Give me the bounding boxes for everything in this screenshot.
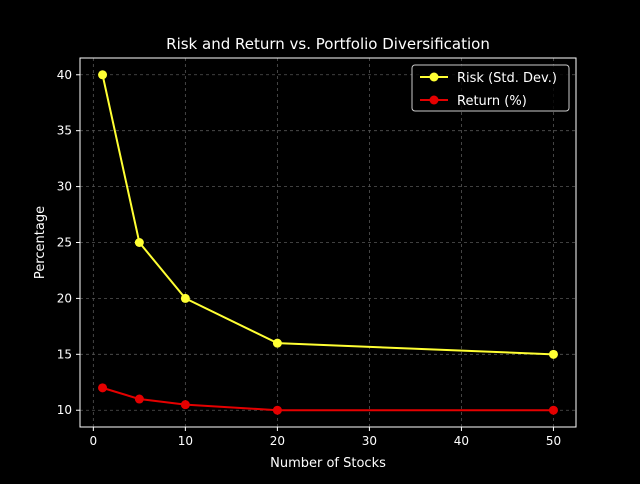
data-point-risk-std-dev [98, 70, 108, 80]
y-tick-label: 40 [57, 68, 72, 82]
axis-ticks: 0 10 20 30 40 50 10 15 20 25 30 35 40 [57, 68, 561, 448]
data-point-risk-std-dev [180, 293, 190, 303]
grid-lines [80, 58, 576, 427]
y-tick-label: 20 [57, 291, 72, 305]
x-tick-label: 40 [454, 434, 469, 448]
y-tick-label: 25 [57, 236, 72, 250]
x-tick-label: 30 [362, 434, 377, 448]
data-point-return [548, 405, 558, 415]
y-tick-label: 15 [57, 347, 72, 361]
data-point-return [272, 405, 282, 415]
x-tick-label: 50 [546, 434, 561, 448]
plot-frame [79, 57, 577, 428]
legend-swatch-marker-return [429, 95, 439, 105]
legend-label-risk-std-dev: Risk (Std. Dev.) [457, 71, 557, 86]
data-point-return [98, 383, 108, 393]
legend: Risk (Std. Dev.) Return (%) [411, 64, 570, 112]
data-point-return [180, 400, 190, 410]
data-point-risk-std-dev [548, 349, 558, 359]
x-tick-label: 10 [178, 434, 193, 448]
plot-series [98, 70, 558, 415]
x-tick-label: 0 [90, 434, 98, 448]
legend-label-return: Return (%) [457, 94, 527, 109]
legend-box [411, 64, 570, 112]
chart-title: Risk and Return vs. Portfolio Diversific… [166, 35, 490, 53]
y-tick-label: 30 [57, 180, 72, 194]
legend-swatch-marker-risk-std-dev [429, 72, 439, 82]
y-tick-label: 35 [57, 124, 72, 138]
x-axis-label: Number of Stocks [270, 456, 386, 471]
data-point-return [134, 394, 144, 404]
data-point-risk-std-dev [272, 338, 282, 348]
data-point-risk-std-dev [134, 238, 144, 247]
y-tick-label: 10 [57, 403, 72, 417]
x-tick-label: 20 [270, 434, 285, 448]
y-axis-label: Percentage [33, 206, 48, 279]
